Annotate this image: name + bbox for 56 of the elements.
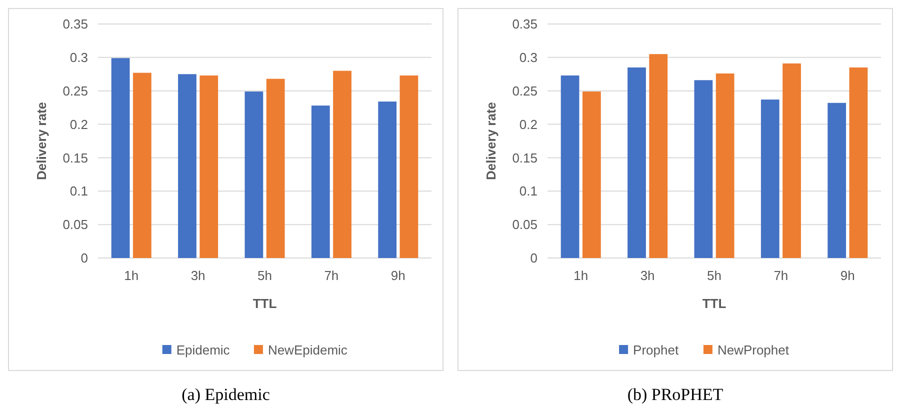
text: (b) PRoPHET bbox=[627, 385, 724, 404]
bar bbox=[378, 102, 397, 258]
text: (a) Epidemic bbox=[182, 385, 270, 404]
bar bbox=[760, 100, 780, 258]
y-axis-title: Delivery rate bbox=[484, 102, 498, 180]
bar bbox=[582, 92, 601, 258]
y-tick-label: 0.1 bbox=[70, 184, 88, 199]
y-tick-label: 0.15 bbox=[512, 150, 538, 166]
bar bbox=[311, 106, 330, 258]
y-tick-label: 0.35 bbox=[512, 16, 538, 32]
bar bbox=[560, 75, 580, 258]
bar bbox=[244, 92, 264, 258]
y-tick-label: 0.15 bbox=[62, 150, 88, 166]
bar bbox=[782, 63, 801, 258]
bar bbox=[849, 67, 868, 258]
y-tick-label: 0.1 bbox=[519, 184, 538, 199]
x-tick-label: 7h bbox=[324, 268, 339, 283]
legend-label: NewProphet bbox=[717, 342, 790, 358]
y-axis-title: Delivery rate bbox=[34, 102, 49, 180]
bar bbox=[178, 74, 196, 258]
y-tick-label: 0.25 bbox=[512, 83, 538, 98]
y-tick-label: 0.3 bbox=[519, 50, 538, 65]
x-tick-label: 1h bbox=[124, 268, 139, 283]
x-tick-label: 3h bbox=[190, 268, 206, 283]
y-tick-label: 0 bbox=[530, 250, 538, 266]
bar bbox=[716, 73, 734, 258]
x-tick-label: 9h bbox=[390, 268, 406, 283]
x-tick-label: 7h bbox=[774, 268, 788, 283]
x-tick-label: 3h bbox=[640, 268, 655, 283]
bar bbox=[828, 102, 846, 258]
x-tick-label: 5h bbox=[258, 268, 272, 283]
y-tick-label: 0 bbox=[80, 250, 88, 266]
y-tick-label: 0.25 bbox=[62, 83, 88, 98]
bar bbox=[333, 70, 352, 258]
legend-label: NewEpidemic bbox=[268, 342, 348, 358]
bar bbox=[628, 67, 646, 258]
x-tick-label: 5h bbox=[707, 268, 722, 283]
bar bbox=[200, 75, 218, 258]
x-tick-label: 1h bbox=[574, 268, 588, 283]
x-axis-title: TTL bbox=[252, 296, 277, 311]
legend-label: Prophet bbox=[633, 342, 679, 358]
bar bbox=[266, 78, 285, 258]
y-tick-label: 0.2 bbox=[519, 116, 538, 132]
bar bbox=[649, 54, 668, 258]
y-tick-label: 0.2 bbox=[70, 116, 88, 132]
y-tick-label: 0.35 bbox=[62, 16, 88, 32]
y-tick-label: 0.05 bbox=[512, 217, 538, 232]
y-tick-label: 0.05 bbox=[62, 217, 88, 232]
bar bbox=[694, 80, 713, 258]
x-tick-label: 9h bbox=[840, 268, 855, 283]
bar bbox=[111, 58, 130, 258]
bar bbox=[400, 75, 418, 258]
y-tick-label: 0.3 bbox=[70, 50, 88, 65]
bar bbox=[132, 72, 152, 258]
legend-label: Epidemic bbox=[176, 342, 230, 358]
x-axis-title: TTL bbox=[702, 296, 726, 311]
